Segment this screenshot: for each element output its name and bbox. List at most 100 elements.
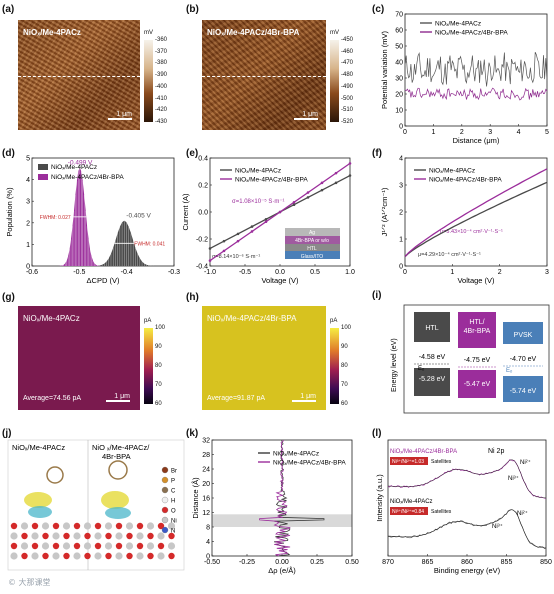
y-tick-label: 0.0 bbox=[198, 210, 208, 217]
panel-label-l: (l) bbox=[372, 428, 382, 439]
stack-ag-layer bbox=[285, 228, 340, 236]
x-tick-label: 2 bbox=[460, 129, 464, 136]
x-tick-label: 1 bbox=[450, 269, 454, 276]
htl-ef-label: Eₒ bbox=[418, 366, 425, 372]
oxygen-atom bbox=[126, 532, 133, 540]
atom-legend-swatch bbox=[161, 466, 169, 474]
y-tick-label: 32 bbox=[202, 438, 210, 445]
y-tick-label: 8 bbox=[206, 525, 210, 532]
nickel-atom bbox=[94, 552, 102, 560]
nickel-atom bbox=[115, 552, 123, 560]
atom-legend-swatch bbox=[161, 506, 169, 514]
scale-bar-g bbox=[106, 400, 130, 402]
y-axis-label: Intensity (a.u.) bbox=[375, 474, 384, 522]
x-tick-label: 0.50 bbox=[345, 559, 359, 566]
x-tick-label: -0.3 bbox=[168, 269, 180, 276]
x-tick-label: -0.4 bbox=[121, 269, 133, 276]
xps-ni2-bottom: Ni²⁺ bbox=[517, 510, 528, 517]
data-point bbox=[348, 174, 352, 177]
panel-label-a: (a) bbox=[2, 4, 15, 15]
oxygen-atom bbox=[52, 542, 60, 550]
y-tick-label: 60 bbox=[395, 28, 403, 35]
x-tick-label: 3 bbox=[488, 129, 492, 136]
x-tick-label: 2 bbox=[498, 269, 502, 276]
nickel-atom bbox=[41, 522, 50, 530]
nickel-atom bbox=[146, 542, 155, 550]
legend-label: NiOₓ/Me-4PACz/4Br-BPA bbox=[429, 177, 502, 184]
x-tick-label: 1.0 bbox=[345, 269, 355, 276]
x-axis-label: Δρ (e/Å) bbox=[268, 566, 296, 575]
scale-bar-b bbox=[294, 118, 318, 120]
xps-fit-envelope bbox=[387, 459, 547, 499]
scale-label-h: 1 μm bbox=[300, 393, 316, 400]
nio-lattice bbox=[10, 522, 176, 560]
data-point bbox=[250, 225, 254, 228]
colorbar-tick: -430 bbox=[155, 119, 168, 125]
dft-right-title-3: 4Br-BPA bbox=[102, 452, 131, 461]
stack-4br-layer bbox=[285, 236, 340, 244]
line-series bbox=[404, 51, 548, 87]
stack-label-4br: 4Br-BPA or w/o bbox=[295, 238, 329, 244]
data-point bbox=[236, 232, 240, 236]
atom-legend-label: H bbox=[171, 499, 175, 505]
nickel-atom bbox=[31, 552, 39, 560]
data-point bbox=[348, 162, 352, 165]
x-tick-label: -0.50 bbox=[204, 559, 220, 566]
nickel-atom bbox=[104, 542, 113, 550]
dft-right-title-2: ₓ/Me-4PACz/ bbox=[107, 443, 150, 452]
oxygen-atom bbox=[31, 542, 39, 550]
xps-bottom-sat: Satellites bbox=[431, 509, 452, 515]
average-h: Average=91.87 pA bbox=[207, 395, 266, 402]
colorbar-h bbox=[330, 328, 339, 404]
charge-density-cyan-left bbox=[28, 506, 52, 518]
panel-label-c: (c) bbox=[372, 4, 385, 15]
x-tick-label: -0.5 bbox=[73, 269, 85, 276]
kpfm-map-a: NiOₓ/Me-4PACz 1 μm bbox=[18, 20, 140, 130]
nickel-atom bbox=[52, 532, 60, 540]
panel-h: (h) NiOₓ/Me-4PACz/4Br-BPA Average=91.87 … bbox=[180, 290, 370, 415]
atom-legend-label: P bbox=[171, 479, 175, 485]
data-point bbox=[334, 171, 338, 175]
xps-ni2-top: Ni²⁺ bbox=[520, 459, 531, 466]
y-tick-label: 0 bbox=[206, 554, 210, 561]
nickel-atom bbox=[73, 532, 81, 540]
y-tick-label: 3 bbox=[399, 183, 403, 190]
oxygen-atom bbox=[126, 552, 133, 560]
nickel-atom bbox=[125, 522, 134, 530]
htl-top-label: -4.58 eV bbox=[419, 354, 446, 361]
x-tick-label: -0.25 bbox=[239, 559, 255, 566]
colorbar-tick: -410 bbox=[155, 95, 168, 102]
panel-a: (a) NiOₓ/Me-4PACz 1 μm mV -360 -370 -380 -3… bbox=[0, 0, 180, 140]
y-axis-label: Potential variation (mV) bbox=[380, 31, 389, 109]
y-axis-label: Population (%) bbox=[5, 187, 14, 237]
line-series bbox=[259, 439, 291, 557]
x-tick-label: 870 bbox=[382, 559, 394, 566]
atom-legend-swatch bbox=[161, 516, 169, 524]
colorbar-tick: -500 bbox=[341, 95, 354, 102]
pvsk-bottom-label: -5.74 eV bbox=[510, 388, 537, 395]
oxygen-atom bbox=[42, 552, 49, 560]
data-point bbox=[320, 181, 324, 185]
y-tick-label: 24 bbox=[202, 467, 210, 474]
mobility-annotation-gray: μ=4.29×10⁻⁴ cm²·V⁻¹·S⁻¹ bbox=[418, 251, 481, 258]
nickel-atom bbox=[83, 522, 92, 530]
molecule-ring-right bbox=[108, 460, 128, 480]
x-tick-label: 0.5 bbox=[310, 269, 320, 276]
x-tick-label: 4 bbox=[517, 129, 521, 136]
colorbar-tick: 90 bbox=[341, 344, 348, 350]
x-tick-label: -0.6 bbox=[26, 269, 38, 276]
y-tick-label: 0 bbox=[399, 264, 403, 271]
panel-g: (g) NiOₓ/Me-4PACz Average=74.56 pA 1 μm … bbox=[0, 290, 180, 415]
colorbar-tick: -450 bbox=[341, 37, 354, 43]
fwhm-label: FWHM: 0.041 bbox=[134, 241, 165, 247]
x-axis-label: Voltage (V) bbox=[457, 276, 495, 285]
data-point bbox=[306, 196, 310, 199]
sigma-annotation-gray: σ=8.14×10⁻⁶ S·m⁻¹ bbox=[212, 253, 260, 260]
atom-legend-swatch bbox=[161, 476, 169, 484]
atom-legend-label: Ni bbox=[171, 519, 177, 525]
colorbar-tick: 60 bbox=[155, 401, 162, 407]
nickel-atom bbox=[31, 532, 39, 540]
nickel-atom bbox=[157, 552, 165, 560]
